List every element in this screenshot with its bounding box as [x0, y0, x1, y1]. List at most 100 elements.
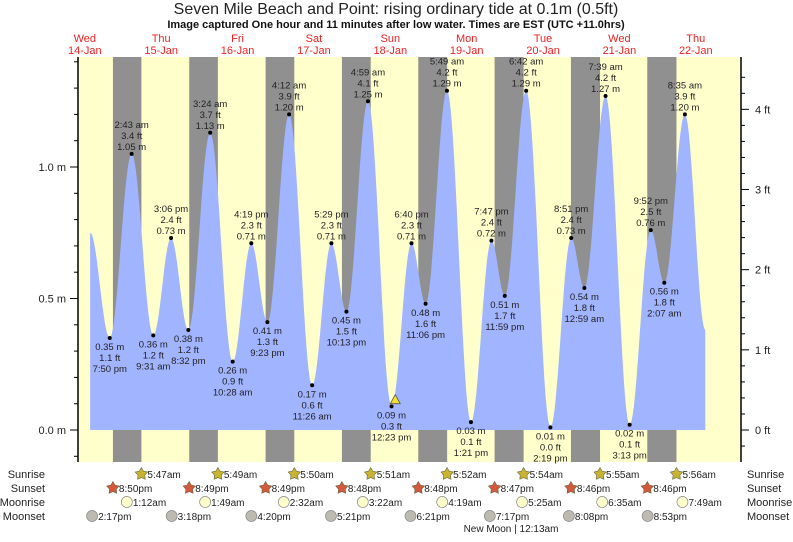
left-tick-label: 0.5 m: [38, 294, 66, 306]
tide-time-label: 9:23 pm: [250, 348, 284, 359]
high-tide-point: 6:40 pm2.3 ft0.71 m: [394, 209, 429, 246]
sunrise-sun-icon: [287, 466, 302, 480]
tide-meters-label: 0.03 m: [456, 426, 485, 437]
tide-dot: [107, 335, 112, 340]
date-label: 17-Jan: [297, 45, 331, 57]
left-tick-label: 0.0 m: [38, 425, 66, 437]
tide-feet-label: 1.8 ft: [574, 303, 595, 314]
tide-feet-label: 0.3 ft: [381, 421, 402, 432]
tide-meters-label: 0.01 m: [536, 431, 565, 442]
tide-feet-label: 4.2 ft: [516, 68, 537, 79]
moonrise-moon-icon: [120, 496, 133, 508]
sunrise-sun-icon: [134, 466, 149, 480]
moonrise-time: 6:35am: [608, 498, 641, 509]
tide-dot: [524, 88, 529, 93]
tide-dot: [287, 112, 292, 117]
sunset-sun-icon: [640, 480, 655, 494]
tide-time-label: 1:21 pm: [454, 448, 488, 459]
tide-meters-label: 0.17 m: [298, 389, 327, 400]
sunset-time: 8:48pm: [424, 484, 457, 495]
day-of-week-label: Wed: [74, 33, 96, 45]
tide-feet-label: 0.1 ft: [619, 440, 640, 451]
tide-time-label: 6:42 am: [509, 57, 543, 68]
tide-feet-label: 1.2 ft: [178, 345, 199, 356]
tide-dot: [151, 333, 156, 338]
moonrise-moon-icon: [596, 496, 609, 508]
sunset-sun-icon: [182, 480, 196, 494]
day-of-week-label: Sat: [306, 33, 323, 45]
tide-dot: [249, 241, 254, 246]
moonrise-moon-icon: [199, 496, 211, 508]
tide-time-label: 10:28 am: [213, 388, 253, 399]
right-tick-label: 3 ft: [755, 185, 770, 197]
tide-dot: [582, 285, 587, 290]
moonset-time: 7:17pm: [496, 512, 529, 523]
axes: 0.0 m 0.5 m 1.0 m 0 ft 1 ft 2 ft 3 ft 4 ft: [38, 57, 770, 462]
tide-meters-label: 0.56 m: [650, 287, 679, 298]
tide-meters-label: 0.09 m: [377, 410, 406, 421]
tide-feet-label: 1.7 ft: [494, 311, 515, 322]
high-tide-point: 5:49 am4.2 ft1.29 m: [430, 57, 464, 93]
low-tide-point: 0.56 m1.8 ft2:07 am: [647, 280, 682, 320]
tide-dot: [329, 241, 334, 246]
date-label: 20-Jan: [526, 45, 560, 57]
high-tide-point: 3:06 pm2.4 ft0.73 m: [154, 204, 188, 241]
tide-time-label: 3:06 pm: [154, 204, 188, 215]
chart-subtitle: Image captured One hour and 11 minutes a…: [167, 19, 625, 31]
tide-meters-label: 1.29 m: [512, 79, 541, 90]
high-tide-point: 4:12 am3.9 ft1.20 m: [272, 80, 306, 117]
sunset-time: 8:49pm: [272, 484, 305, 495]
moonset-time: 8:53pm: [654, 512, 687, 523]
sunrise-time: 5:56am: [682, 470, 715, 481]
tide-dot: [310, 383, 315, 388]
tide-meters-label: 0.54 m: [570, 292, 599, 303]
tide-feet-label: 1.6 ft: [415, 319, 436, 330]
tide-time-label: 8:51 pm: [554, 204, 588, 215]
moonset-moon-icon: [563, 510, 575, 522]
tide-dot: [230, 359, 235, 364]
right-tick-label: 1 ft: [755, 345, 770, 357]
tide-feet-label: 4.2 ft: [436, 68, 457, 79]
tide-feet-label: 4.2 ft: [595, 73, 616, 84]
sunrise-sun-icon: [516, 466, 531, 480]
date-label: 16-Jan: [221, 45, 255, 57]
day-of-week-label: Tue: [534, 33, 553, 45]
tide-feet-label: 2.5 ft: [640, 207, 661, 218]
moonset-time: 4:20pm: [257, 512, 290, 523]
tide-feet-label: 4.1 ft: [357, 78, 378, 89]
tide-meters-label: 1.20 m: [275, 102, 304, 113]
tide-meters-label: 1.29 m: [432, 79, 461, 90]
extreme-labels: 0.35 m1.1 ft7:50 pm 2:43 am3.4 ft1.05 m 0.…: [93, 57, 703, 465]
current-tide-marker-icon: [389, 393, 401, 405]
low-tide-point: 0.36 m1.2 ft9:31 am: [136, 333, 171, 372]
tide-feet-label: 0.9 ft: [222, 377, 243, 388]
moonrise-moon-icon: [516, 496, 528, 508]
tide-time-label: 4:12 am: [272, 80, 306, 91]
date-label: 14-Jan: [68, 45, 102, 57]
high-tide-point: 7:47 pm2.4 ft0.72 m: [474, 207, 509, 243]
moonset-time: 3:18pm: [178, 512, 211, 523]
tide-dot: [365, 99, 370, 104]
tide-dot: [265, 320, 270, 325]
tide-time-label: 11:26 am: [293, 411, 332, 422]
high-tide-point: 7:39 am4.2 ft1.27 m: [588, 62, 623, 98]
tide-time-label: 7:47 pm: [474, 207, 508, 218]
sunset-time: 8:46pm: [653, 484, 686, 495]
tide-time-label: 4:19 pm: [234, 209, 268, 220]
moonrise-time: 4:19am: [448, 498, 481, 509]
sunset-time: 8:47pm: [501, 484, 534, 495]
sunrise-sun-icon: [211, 466, 225, 480]
tide-feet-label: 2.4 ft: [160, 215, 181, 226]
tide-meters-label: 0.36 m: [139, 339, 168, 350]
sunset-time: 8:49pm: [195, 484, 228, 495]
tide-dot: [444, 88, 449, 93]
tide-dot: [548, 425, 553, 430]
date-label: 15-Jan: [144, 45, 178, 57]
tide-dot: [169, 236, 174, 241]
tide-feet-label: 1.8 ft: [654, 298, 675, 309]
